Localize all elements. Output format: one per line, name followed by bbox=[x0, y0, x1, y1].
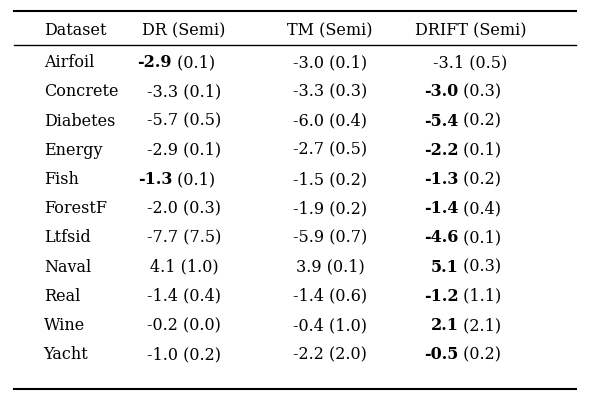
Text: DRIFT (Semi): DRIFT (Semi) bbox=[415, 22, 526, 39]
Text: (0.2): (0.2) bbox=[458, 113, 502, 130]
Text: (0.2): (0.2) bbox=[458, 171, 502, 188]
Text: (2.1): (2.1) bbox=[458, 317, 502, 334]
Text: (0.3): (0.3) bbox=[458, 84, 502, 100]
Text: -5.7 (0.5): -5.7 (0.5) bbox=[147, 113, 221, 130]
Text: -1.5 (0.2): -1.5 (0.2) bbox=[293, 171, 367, 188]
Text: Energy: Energy bbox=[44, 142, 102, 159]
Text: -2.2: -2.2 bbox=[424, 142, 458, 159]
Text: -3.0: -3.0 bbox=[424, 84, 458, 100]
Text: 2.1: 2.1 bbox=[431, 317, 458, 334]
Text: -0.2 (0.0): -0.2 (0.0) bbox=[147, 317, 221, 334]
Text: -2.7 (0.5): -2.7 (0.5) bbox=[293, 142, 367, 159]
Text: (0.2): (0.2) bbox=[458, 346, 502, 363]
Text: -0.5: -0.5 bbox=[424, 346, 458, 363]
Text: (1.1): (1.1) bbox=[458, 288, 502, 305]
Text: -3.1 (0.5): -3.1 (0.5) bbox=[433, 54, 507, 71]
Text: 5.1: 5.1 bbox=[431, 258, 458, 276]
Text: -1.2: -1.2 bbox=[424, 288, 458, 305]
Text: (0.4): (0.4) bbox=[458, 200, 502, 217]
Text: -1.3: -1.3 bbox=[424, 171, 458, 188]
Text: TM (Semi): TM (Semi) bbox=[287, 22, 373, 39]
Text: -2.9: -2.9 bbox=[137, 54, 172, 71]
Text: -6.0 (0.4): -6.0 (0.4) bbox=[293, 113, 367, 130]
Text: Fish: Fish bbox=[44, 171, 78, 188]
Text: (0.1): (0.1) bbox=[458, 142, 502, 159]
Text: Diabetes: Diabetes bbox=[44, 113, 115, 130]
Text: Naval: Naval bbox=[44, 258, 91, 276]
Text: -1.9 (0.2): -1.9 (0.2) bbox=[293, 200, 367, 217]
Text: -2.2 (2.0): -2.2 (2.0) bbox=[293, 346, 367, 363]
Text: -1.4: -1.4 bbox=[424, 200, 458, 217]
Text: -2.0 (0.3): -2.0 (0.3) bbox=[147, 200, 221, 217]
Text: Wine: Wine bbox=[44, 317, 85, 334]
Text: -1.4 (0.4): -1.4 (0.4) bbox=[147, 288, 221, 305]
Text: Airfoil: Airfoil bbox=[44, 54, 94, 71]
Text: -0.4 (1.0): -0.4 (1.0) bbox=[293, 317, 367, 334]
Text: 4.1 (1.0): 4.1 (1.0) bbox=[150, 258, 218, 276]
Text: -5.4: -5.4 bbox=[424, 113, 458, 130]
Text: Dataset: Dataset bbox=[44, 22, 106, 39]
Text: -7.7 (7.5): -7.7 (7.5) bbox=[147, 229, 221, 246]
Text: Concrete: Concrete bbox=[44, 84, 118, 100]
Text: -3.3 (0.3): -3.3 (0.3) bbox=[293, 84, 367, 100]
Text: -5.9 (0.7): -5.9 (0.7) bbox=[293, 229, 367, 246]
Text: Real: Real bbox=[44, 288, 80, 305]
Text: 3.9 (0.1): 3.9 (0.1) bbox=[296, 258, 365, 276]
Text: (0.3): (0.3) bbox=[458, 258, 502, 276]
Text: -3.3 (0.1): -3.3 (0.1) bbox=[147, 84, 221, 100]
Text: -1.0 (0.2): -1.0 (0.2) bbox=[147, 346, 221, 363]
Text: (0.1): (0.1) bbox=[458, 229, 502, 246]
Text: ForestF: ForestF bbox=[44, 200, 107, 217]
Text: -4.6: -4.6 bbox=[424, 229, 458, 246]
Text: (0.1): (0.1) bbox=[172, 171, 215, 188]
Text: -2.9 (0.1): -2.9 (0.1) bbox=[147, 142, 221, 159]
Text: (0.1): (0.1) bbox=[172, 54, 215, 71]
Text: Yacht: Yacht bbox=[44, 346, 88, 363]
Text: Ltfsid: Ltfsid bbox=[44, 229, 90, 246]
Text: -1.3: -1.3 bbox=[137, 171, 172, 188]
Text: -1.4 (0.6): -1.4 (0.6) bbox=[293, 288, 367, 305]
Text: -3.0 (0.1): -3.0 (0.1) bbox=[293, 54, 367, 71]
Text: DR (Semi): DR (Semi) bbox=[142, 22, 225, 39]
